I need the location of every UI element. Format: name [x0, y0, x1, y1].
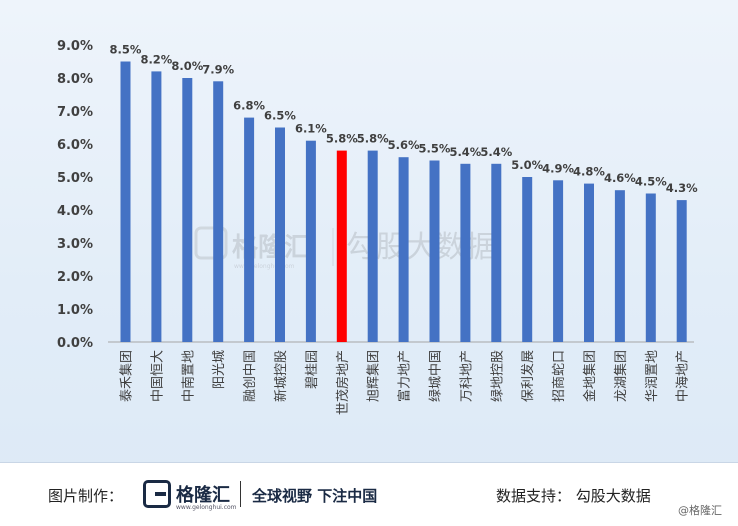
- category-label: 阳光城: [212, 350, 227, 389]
- y-tick-label: 9.0%: [57, 39, 93, 54]
- category-label: 旭辉集团: [366, 350, 382, 402]
- category-label: 世茂房地产: [335, 350, 351, 415]
- category-label: 招商蛇口: [552, 350, 567, 402]
- category-labels: 泰禾集团 中国恒大 中南置地 阳光城 融创中国 新城控股 碧桂园 世茂房地产 旭辉集团 富力地产绿…: [119, 350, 691, 415]
- logo-text: 格隆汇: [176, 485, 230, 506]
- bar: [584, 183, 594, 342]
- data-source: 数据支持： 勾股大数据: [496, 487, 651, 505]
- bar: [275, 127, 285, 342]
- y-tick-label: 2.0%: [57, 270, 93, 285]
- watermark-domain: www.gelonghui.com: [234, 263, 295, 270]
- category-label: 融创中国: [243, 350, 258, 402]
- y-tick-label: 8.0%: [57, 72, 93, 87]
- watermark-logo-icon: [194, 226, 228, 260]
- category-label: 新城控股: [273, 350, 289, 402]
- bar: [398, 157, 409, 342]
- category-label: 龙湖集团: [613, 350, 629, 402]
- category-label: 绿地控股: [490, 350, 505, 402]
- bar-value-label: 4.8%: [573, 165, 605, 179]
- bar: [491, 163, 502, 342]
- category-label: 泰禾集团: [119, 350, 135, 402]
- bar: [305, 140, 316, 342]
- bar-value-label: 6.8%: [233, 99, 265, 113]
- category-label: 富力地产: [397, 350, 413, 402]
- bar-value-label: 4.3%: [666, 181, 698, 195]
- bar: [182, 78, 193, 342]
- bar: [676, 200, 687, 342]
- footer: 图片制作： 格隆汇 www.gelonghui.com 全球视野 下注中国 数据…: [0, 462, 738, 526]
- bar-value-label: 8.5%: [110, 43, 142, 57]
- bar-value-label: 5.8%: [326, 132, 358, 146]
- bars: [120, 61, 687, 343]
- y-tick-label: 7.0%: [57, 105, 93, 120]
- bar-value-label: 5.5%: [419, 142, 451, 156]
- logo-subtext: www.gelonghui.com: [176, 504, 237, 511]
- bar: [151, 71, 162, 343]
- category-label: 万科地产: [459, 350, 474, 402]
- bar: [553, 180, 564, 342]
- bar-value-label: 6.5%: [264, 109, 296, 123]
- bar-value-label: 4.6%: [604, 171, 636, 185]
- category-label: 碧桂园: [305, 350, 320, 389]
- footer-divider: [240, 481, 241, 507]
- y-tick-label: 4.0%: [57, 204, 93, 219]
- bar: [460, 163, 471, 342]
- bar-value-label: 5.4%: [449, 145, 481, 159]
- watermark-brand: 格隆汇: [232, 232, 310, 263]
- bar: [367, 150, 378, 342]
- category-label: 保利发展: [520, 350, 536, 402]
- bar-value-label: 5.4%: [480, 145, 512, 159]
- bar-value-label: 6.1%: [295, 122, 327, 136]
- bar-value-label: 4.5%: [635, 175, 667, 189]
- y-axis: 0.0% 1.0% 2.0% 3.0% 4.0% 5.0% 6.0% 7.0% 8.0% 9.0%: [57, 39, 93, 351]
- bar: [645, 193, 656, 342]
- bar-value-label: 5.8%: [357, 132, 389, 146]
- bar-value-label: 5.6%: [388, 138, 420, 152]
- y-tick-label: 0.0%: [57, 336, 93, 351]
- y-tick-label: 1.0%: [57, 303, 93, 318]
- bar-value-label: 7.9%: [202, 62, 234, 76]
- bar: [522, 177, 533, 342]
- bar: [429, 160, 440, 342]
- bar: [614, 190, 625, 342]
- slogan: 全球视野 下注中国: [252, 487, 378, 505]
- corner-watermark: @格隆汇: [678, 504, 722, 517]
- bar-value-label: 5.0%: [511, 158, 543, 172]
- bar-value-label: 4.9%: [542, 161, 574, 175]
- bar: [213, 81, 224, 343]
- bar: [244, 117, 255, 342]
- category-label: 华润置地: [645, 350, 660, 402]
- y-tick-label: 6.0%: [57, 138, 93, 153]
- logo-icon: [143, 480, 171, 508]
- category-label: 中国恒大: [150, 350, 165, 402]
- y-tick-label: 5.0%: [57, 171, 93, 186]
- y-tick-label: 3.0%: [57, 237, 93, 252]
- bar: [336, 150, 347, 342]
- bar: [120, 61, 131, 342]
- category-label: 绿城中国: [429, 350, 444, 402]
- category-label: 中南置地: [180, 350, 196, 402]
- bar-value-label: 8.2%: [140, 52, 172, 66]
- category-label: 金地集团: [582, 350, 598, 402]
- category-label: 中海地产: [676, 350, 691, 402]
- value-labels: 8.5%8.2%8.0%7.9%6.8%6.5%6.1%5.8%5.8%5.6%…: [110, 43, 699, 196]
- image-credit-label: 图片制作：: [48, 487, 124, 505]
- bar-value-label: 8.0%: [171, 59, 203, 73]
- bar-chart: 格隆汇 www.gelonghui.com 勾股大数据 0.0%1.0%2.0%…: [57, 39, 699, 415]
